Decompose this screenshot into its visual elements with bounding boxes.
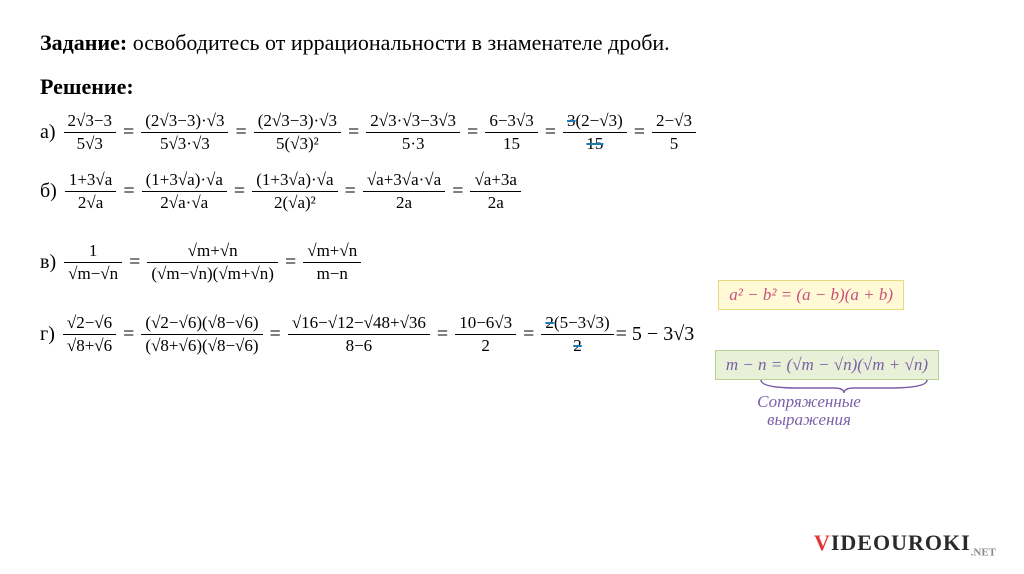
brace-label-1: Сопряженные — [679, 392, 939, 412]
equals: = — [123, 180, 134, 203]
frac: 6−3√315 — [485, 110, 537, 155]
frac: 1+3√a2√a — [65, 169, 116, 214]
frac: √a+3√a·√a2a — [363, 169, 445, 214]
equals: = — [452, 180, 463, 203]
equals: = — [285, 251, 296, 274]
frac: 2√3·√3−3√35·3 — [366, 110, 460, 155]
solution-label: Решение: — [40, 74, 984, 100]
logo-v: V — [814, 530, 831, 555]
task-label: Задание: — [40, 30, 127, 55]
equals: = — [634, 121, 645, 144]
frac: 2√3−35√3 — [64, 110, 116, 155]
site-logo: VIDEOUROKI.NET — [814, 530, 996, 558]
equals: = — [348, 121, 359, 144]
problem-letter: б) — [40, 180, 57, 203]
conjugate-brace: Сопряженные выражения — [679, 378, 939, 430]
equals: = — [467, 121, 478, 144]
frac: √2−√6√8+√6 — [63, 312, 116, 357]
problem-v: в) 1√m−√n = √m+√n(√m−√n)(√m+√n) = √m+√nm… — [40, 240, 984, 285]
task-line: Задание: освободитесь от иррациональност… — [40, 30, 984, 56]
logo-rest: IDEOUROKI — [831, 530, 971, 555]
frac: 2−√35 — [652, 110, 696, 155]
frac: √16−√12−√48+√368−6 — [288, 312, 430, 357]
frac: 10−6√32 — [455, 312, 516, 357]
equals: = — [345, 180, 356, 203]
equals: = — [123, 323, 134, 346]
equals: = — [129, 251, 140, 274]
frac: 1√m−√n — [64, 240, 122, 285]
problem-letter: в) — [40, 251, 56, 274]
problem-a: а) 2√3−35√3 = (2√3−3)·√35√3·√3 = (2√3−3)… — [40, 110, 984, 155]
frac: (√2−√6)(√8−√6)(√8+√6)(√8−√6) — [141, 312, 262, 357]
equals: = — [270, 323, 281, 346]
frac: (2√3−3)·√35√3·√3 — [141, 110, 228, 155]
logo-net: .NET — [971, 546, 996, 558]
problem-b: б) 1+3√a2√a = (1+3√a)·√a2√a·√a = (1+3√a)… — [40, 169, 984, 214]
task-text: освободитесь от иррациональности в знаме… — [127, 30, 669, 55]
frac: √m+√nm−n — [303, 240, 361, 285]
result-plain: = 5 − 3√3 — [616, 323, 695, 346]
frac: (1+3√a)·√a2√a·√a — [142, 169, 227, 214]
equals: = — [123, 121, 134, 144]
brace-label-2: выражения — [679, 410, 939, 430]
problem-letter: а) — [40, 121, 56, 144]
equals: = — [234, 180, 245, 203]
equals: = — [437, 323, 448, 346]
equals: = — [545, 121, 556, 144]
frac: √a+3a2a — [470, 169, 521, 214]
frac-strike: 3(2−√3)15 — [563, 110, 627, 155]
frac: (2√3−3)·√35(√3)² — [254, 110, 341, 155]
problem-letter: г) — [40, 323, 55, 346]
formula-identity-1: a² − b² = (a − b)(a + b) — [718, 280, 904, 310]
frac: √m+√n(√m−√n)(√m+√n) — [147, 240, 278, 285]
frac-strike: 2(5−3√3)2 — [541, 312, 613, 357]
frac: (1+3√a)·√a2(√a)² — [252, 169, 337, 214]
formula-identity-2: m − n = (√m − √n)(√m + √n) — [715, 350, 939, 380]
equals: = — [235, 121, 246, 144]
equals: = — [523, 323, 534, 346]
